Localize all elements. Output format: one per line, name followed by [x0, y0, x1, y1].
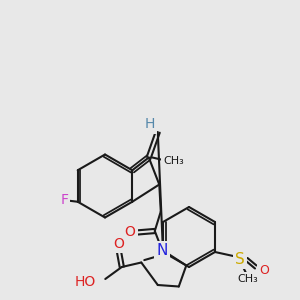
Text: O: O — [259, 263, 269, 277]
Text: HO: HO — [75, 275, 96, 289]
Text: N: N — [157, 243, 168, 258]
Text: CH₃: CH₃ — [163, 155, 184, 166]
Text: H: H — [144, 118, 154, 131]
Text: F: F — [60, 193, 68, 207]
Text: CH₃: CH₃ — [237, 274, 258, 284]
Text: O: O — [125, 226, 136, 239]
Text: O: O — [113, 237, 124, 251]
Text: S: S — [235, 252, 245, 267]
